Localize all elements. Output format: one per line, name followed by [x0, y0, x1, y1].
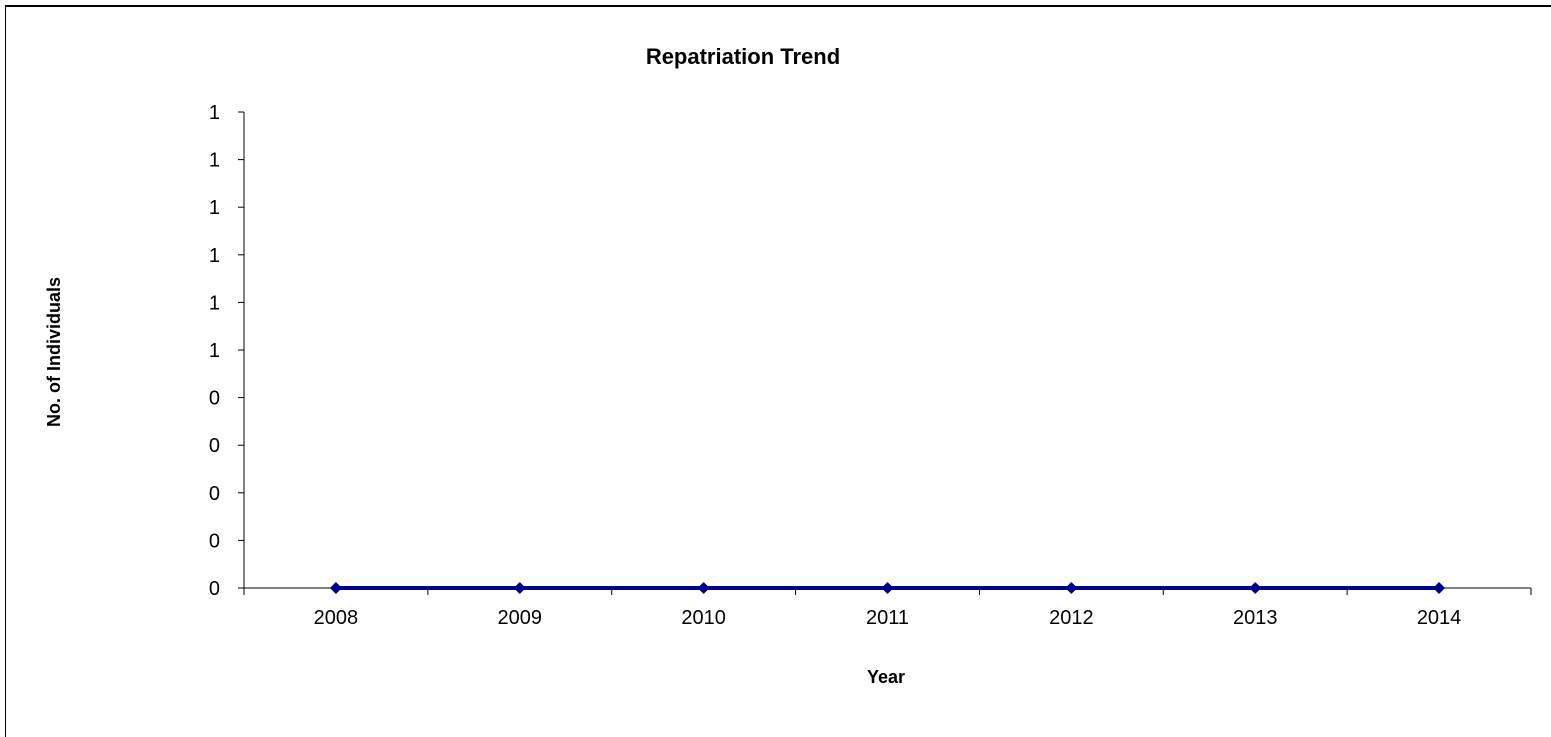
x-tick-label: 2009 — [498, 607, 543, 629]
y-tick-label: 1 — [209, 340, 220, 362]
x-tick-label: 2012 — [1049, 607, 1094, 629]
y-tick-label: 1 — [209, 292, 220, 314]
x-tick-label: 2011 — [866, 607, 909, 629]
x-tick-label: 2013 — [1233, 607, 1278, 629]
data-point-marker — [1249, 582, 1262, 594]
x-tick-label: 2008 — [314, 607, 359, 629]
data-point-marker — [1065, 582, 1078, 594]
chart-title: Repatriation Trend — [646, 44, 840, 69]
y-axis-label: No. of Individuals — [44, 277, 64, 427]
y-tick-label: 1 — [209, 197, 220, 219]
y-tick-label: 0 — [209, 530, 220, 552]
plot-area: 0 0 0 0 0 1 1 1 1 1 1 2008 2009 2010 2011 2012 2013 2014 — [209, 102, 1532, 629]
y-tick-label: 0 — [209, 435, 220, 457]
x-tick-label: 2010 — [681, 607, 726, 629]
y-tick-label: 1 — [209, 102, 220, 124]
data-point-marker — [697, 582, 710, 594]
data-point-marker — [513, 582, 526, 594]
x-tick-label: 2014 — [1417, 607, 1462, 629]
y-tick-label: 0 — [209, 483, 220, 505]
chart-frame — [5, 5, 1551, 737]
y-tick-label: 0 — [209, 578, 220, 600]
y-tick-label: 1 — [209, 150, 220, 172]
data-point-marker — [329, 582, 342, 594]
y-tick-label: 0 — [209, 388, 220, 410]
y-tick-label: 1 — [209, 245, 220, 267]
x-axis-label: Year — [867, 667, 905, 687]
data-point-marker — [1433, 582, 1446, 594]
data-point-marker — [881, 582, 894, 594]
